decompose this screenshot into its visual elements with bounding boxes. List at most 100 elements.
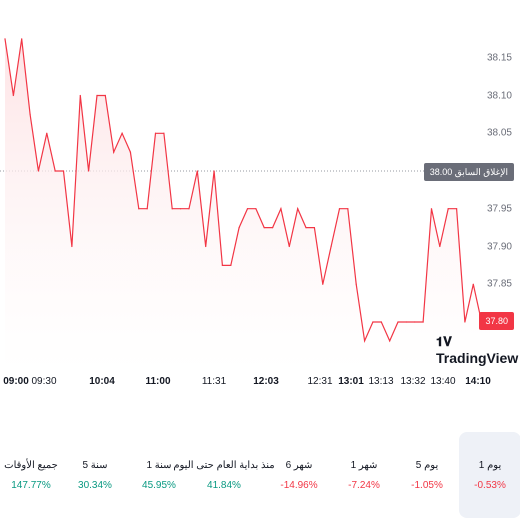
price-chart-svg[interactable] — [0, 0, 520, 375]
period-change: 45.95% — [142, 480, 176, 491]
price-point — [430, 208, 433, 210]
x-tick-label: 12:03 — [253, 376, 279, 387]
period-1-month[interactable]: 1 شهر -7.24% — [333, 432, 395, 518]
price-point — [372, 321, 374, 323]
period-label: 1 شهر — [350, 460, 378, 471]
price-point — [288, 245, 290, 248]
x-tick-label: 11:31 — [201, 376, 227, 387]
price-point — [363, 340, 366, 342]
price-point — [196, 170, 198, 172]
price-point — [171, 208, 173, 210]
price-point — [439, 245, 441, 248]
price-point — [180, 208, 182, 210]
price-point — [422, 321, 424, 323]
price-point — [355, 283, 357, 285]
price-point — [397, 321, 399, 323]
price-point — [163, 132, 165, 134]
price-point — [138, 208, 140, 210]
price-point — [414, 321, 416, 323]
price-point — [71, 245, 73, 248]
y-tick-label: 38.05 — [486, 127, 512, 139]
period-1-day[interactable]: 1 يوم -0.53% — [459, 432, 520, 518]
period-label: 1 يوم — [478, 460, 502, 471]
price-point — [121, 132, 123, 134]
period-label: منذ بداية العام حتى اليوم — [173, 460, 275, 471]
price-point — [380, 321, 382, 323]
period-label: 1 سنة — [146, 460, 172, 471]
price-point — [4, 38, 6, 40]
period-all-time[interactable]: جميع الأوقات 147.77% — [0, 432, 62, 518]
previous-close-label: الإغلاق السابق — [454, 167, 508, 177]
x-tick-label: 10:04 — [89, 376, 115, 387]
period-label: 6 شهر — [285, 460, 313, 471]
price-point — [347, 208, 349, 210]
y-tick-label: 37.95 — [486, 203, 512, 215]
performance-periods: 1 يوم -0.53% 5 يوم -1.05% 1 شهر -7.24% 6… — [0, 432, 520, 518]
period-change: 147.77% — [11, 480, 51, 491]
period-change: -0.53% — [474, 480, 506, 491]
price-point — [205, 245, 207, 248]
price-point — [330, 245, 332, 248]
x-tick-label: 13:13 — [368, 376, 394, 387]
y-tick-label: 37.85 — [486, 278, 512, 290]
price-point — [405, 321, 407, 323]
x-tick-label: 13:32 — [400, 376, 426, 387]
price-point — [96, 94, 98, 97]
period-label: 5 يوم — [415, 460, 439, 471]
period-change: 41.84% — [207, 480, 241, 491]
price-point — [338, 208, 341, 210]
period-1-year[interactable]: 1 سنة 45.95% — [128, 432, 190, 518]
period-ytd[interactable]: منذ بداية العام حتى اليوم 41.84% — [170, 432, 278, 518]
x-tick-label: 11:00 — [145, 376, 171, 387]
price-point — [255, 208, 257, 210]
period-change: 30.34% — [78, 480, 112, 491]
tradingview-logo[interactable]: 𝟏𝐕 TradingView — [436, 333, 520, 366]
price-point — [79, 94, 81, 97]
tradingview-logo-text: TradingView — [436, 350, 519, 366]
price-point — [29, 113, 31, 115]
x-tick-label: 12:31 — [307, 376, 333, 387]
last-price-badge: 37.80 — [479, 312, 514, 330]
price-point — [280, 208, 282, 210]
y-tick-label: 38.10 — [486, 90, 512, 102]
period-change: -14.96% — [280, 480, 318, 491]
price-point — [389, 340, 391, 342]
price-point — [62, 170, 65, 172]
y-tick-label: 37.90 — [486, 241, 512, 253]
price-point — [188, 208, 190, 210]
previous-close-value: 38.00 — [429, 167, 453, 177]
price-chart[interactable]: 38.15 38.10 38.05 37.95 37.90 37.85 الإغ… — [0, 0, 520, 375]
previous-close-badge: الإغلاق السابق 38.00 — [423, 163, 514, 181]
price-point — [54, 170, 56, 172]
y-tick-label: 38.15 — [486, 52, 512, 64]
price-point — [213, 170, 215, 172]
price-point — [246, 208, 249, 210]
period-5-day[interactable]: 5 يوم -1.05% — [396, 432, 458, 518]
tradingview-logo-icon: 𝟏𝐕 — [436, 334, 452, 349]
price-point — [447, 208, 449, 210]
x-tick-label: 13:40 — [430, 376, 456, 387]
price-area-fill — [5, 38, 490, 373]
price-point — [322, 283, 324, 285]
period-change: -1.05% — [411, 480, 443, 491]
price-point — [146, 208, 148, 210]
period-5-year[interactable]: 5 سنة 30.34% — [64, 432, 126, 518]
price-point — [88, 170, 90, 172]
price-point — [464, 321, 466, 323]
price-point — [230, 264, 232, 266]
price-point — [305, 227, 307, 229]
x-tick-label: 14:10 — [465, 376, 491, 387]
price-point — [154, 132, 157, 134]
period-label: 5 سنة — [82, 460, 108, 471]
price-point — [37, 170, 40, 172]
x-tick-label: 09:00 — [3, 376, 29, 387]
price-point — [21, 38, 23, 40]
price-point — [297, 208, 299, 210]
period-change: -7.24% — [348, 480, 380, 491]
price-point — [46, 132, 48, 134]
period-6-month[interactable]: 6 شهر -14.96% — [268, 432, 330, 518]
price-point — [313, 227, 315, 229]
x-tick-label: 13:01 — [338, 376, 364, 387]
price-point — [271, 227, 274, 229]
price-point — [455, 208, 458, 210]
